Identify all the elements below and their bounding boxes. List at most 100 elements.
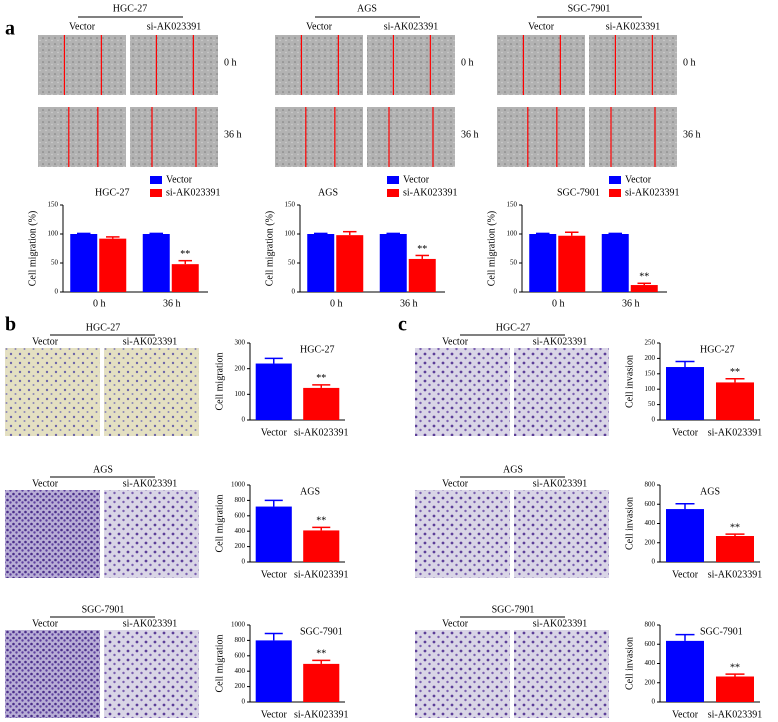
y-tick-label: 200	[235, 542, 246, 550]
bar	[716, 676, 754, 702]
legend-label: si-AK023391	[625, 187, 679, 198]
bar	[303, 387, 340, 420]
bar	[601, 234, 629, 292]
micrograph	[589, 107, 677, 167]
y-tick-label: 50	[510, 259, 518, 267]
y-tick-label: 1000	[231, 621, 246, 629]
legend-label: si-AK023391	[403, 187, 457, 198]
bar	[666, 640, 704, 702]
bar	[142, 234, 170, 292]
y-tick-label: 800	[645, 621, 656, 629]
y-axis-label: Cell migration (%)	[264, 211, 275, 287]
micrograph	[415, 630, 510, 718]
legend-label: Vector	[166, 174, 193, 185]
column-label: Vector	[442, 618, 469, 629]
x-tick-label: 36 h	[163, 298, 181, 309]
y-tick-label: 150	[48, 201, 59, 209]
y-tick-label: 200	[645, 538, 656, 546]
y-tick-label: 800	[645, 481, 656, 489]
x-tick-label: si-AK023391	[708, 709, 762, 720]
chart-title: AGS	[300, 486, 320, 497]
micrograph	[5, 490, 100, 578]
group-title: SGC-7901	[492, 604, 535, 615]
bar	[171, 264, 199, 292]
micrograph	[275, 35, 363, 95]
significance: **	[730, 367, 740, 378]
column-label: si-AK023391	[123, 336, 177, 347]
chart-title: HGC-27	[700, 344, 734, 355]
y-axis-label: Cell invasion	[624, 497, 635, 550]
bar	[558, 235, 586, 292]
x-tick-label: Vector	[672, 709, 699, 720]
x-tick-label: Vector	[261, 427, 288, 438]
bar	[70, 234, 98, 292]
y-tick-label: 400	[645, 519, 656, 527]
column-label: Vector	[32, 336, 59, 347]
column-label: si-AK023391	[123, 618, 177, 629]
x-tick-label: 0 h	[330, 298, 343, 309]
chart-title: HGC-27	[300, 344, 334, 355]
significance: **	[730, 522, 740, 533]
y-tick-label: 100	[645, 385, 656, 393]
group-title: HGC-27	[86, 322, 120, 333]
y-tick-label: 400	[235, 667, 246, 675]
y-tick-label: 100	[235, 390, 246, 398]
micrograph	[514, 630, 609, 718]
column-label: Vector	[528, 21, 555, 32]
column-label: Vector	[69, 21, 96, 32]
y-tick-label: 200	[645, 678, 656, 686]
chart-title: HGC-27	[95, 187, 129, 198]
y-tick-label: 0	[242, 558, 246, 566]
column-label: Vector	[32, 618, 59, 629]
bar	[379, 234, 407, 292]
bar	[255, 640, 292, 702]
y-tick-label: 0	[652, 416, 656, 424]
micrograph	[5, 348, 100, 436]
y-tick-label: 400	[645, 659, 656, 667]
x-tick-label: Vector	[261, 569, 288, 580]
panel-label: c	[398, 314, 407, 336]
y-tick-label: 200	[235, 682, 246, 690]
y-axis-label: Cell invasion	[624, 637, 635, 690]
y-tick-label: 100	[48, 230, 59, 238]
x-tick-label: 0 h	[93, 298, 106, 309]
x-tick-label: 36 h	[622, 298, 640, 309]
micrograph	[130, 35, 218, 95]
y-tick-label: 100	[285, 230, 296, 238]
x-tick-label: Vector	[672, 427, 699, 438]
group-title: AGS	[503, 464, 523, 475]
legend-swatch	[609, 189, 621, 197]
micrograph	[5, 630, 100, 718]
bar	[529, 234, 557, 292]
y-tick-label: 0	[652, 558, 656, 566]
x-tick-label: Vector	[261, 709, 288, 720]
y-tick-label: 300	[235, 339, 246, 347]
column-label: si-AK023391	[147, 21, 201, 32]
chart-title: SGC-7901	[700, 626, 743, 637]
micrograph	[130, 107, 218, 167]
y-tick-label: 50	[648, 400, 656, 408]
bar	[716, 382, 754, 420]
micrograph	[514, 348, 609, 436]
x-tick-label: si-AK023391	[294, 709, 348, 720]
y-axis-label: Cell migration (%)	[486, 211, 497, 287]
y-axis-label: Cell migration	[214, 634, 225, 692]
bar	[336, 235, 364, 292]
micrograph	[38, 107, 126, 167]
y-tick-label: 600	[235, 651, 246, 659]
significance: **	[316, 373, 326, 384]
legend-label: Vector	[625, 174, 652, 185]
micrograph	[275, 107, 363, 167]
bar	[303, 530, 340, 562]
y-tick-label: 50	[288, 259, 296, 267]
column-label: Vector	[306, 21, 333, 32]
group-title: SGC-7901	[568, 3, 611, 14]
y-tick-label: 0	[514, 288, 518, 296]
legend-swatch	[609, 176, 621, 184]
time-label: 36 h	[224, 129, 242, 140]
bar	[408, 258, 436, 292]
y-axis-label: Cell migration (%)	[27, 211, 38, 287]
bar	[307, 234, 335, 292]
y-tick-label: 0	[242, 416, 246, 424]
